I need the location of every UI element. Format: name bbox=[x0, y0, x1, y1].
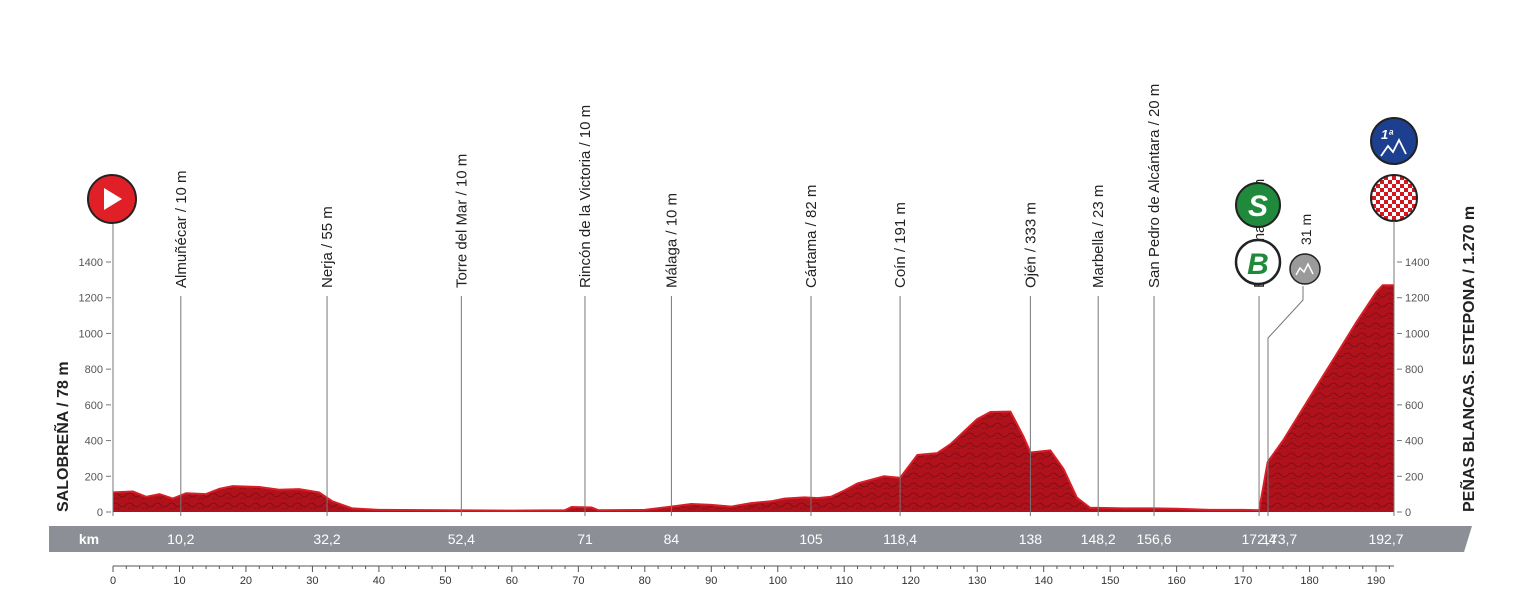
finish-label: PEÑAS BLANCAS. ESTEPONA / 1.270 m bbox=[1458, 206, 1478, 512]
finish-flag-icon bbox=[1370, 174, 1418, 516]
x-axis-tick-label: 20 bbox=[240, 575, 252, 587]
waypoint-label: Málaga / 10 m bbox=[663, 193, 680, 288]
x-axis-tick-label: 30 bbox=[306, 575, 318, 587]
km-bar-value: 156,6 bbox=[1136, 531, 1171, 547]
bonus-climb-icon bbox=[1289, 253, 1321, 285]
x-axis-tick-label: 110 bbox=[835, 575, 853, 587]
y-right-tick-label: 600 bbox=[1405, 400, 1423, 412]
waypoint-label: Torre del Mar / 10 m bbox=[453, 154, 470, 288]
profile-texture bbox=[113, 285, 1394, 512]
waypoint-label: Coín / 191 m bbox=[892, 202, 909, 288]
y-right-tick-label: 1000 bbox=[1405, 328, 1429, 340]
x-axis-tick-label: 60 bbox=[506, 575, 518, 587]
y-left-tick-label: 1400 bbox=[79, 257, 103, 269]
x-axis-tick-label: 150 bbox=[1101, 575, 1119, 587]
y-left-tick-label: 1200 bbox=[79, 293, 103, 305]
waypoint-label: Cártama / 82 m bbox=[803, 185, 820, 288]
y-right-tick-label: 200 bbox=[1405, 471, 1423, 483]
km-bar-value: 138 bbox=[1019, 531, 1043, 547]
bonification-icon: B bbox=[1234, 238, 1282, 286]
x-axis-tick-label: 10 bbox=[173, 575, 185, 587]
waypoint-labels: Almuñécar / 10 m Nerja / 55 m Torre del Ma… bbox=[173, 84, 1268, 288]
y-left-tick-label: 800 bbox=[85, 364, 103, 376]
km-bar-value: 118,4 bbox=[883, 531, 917, 547]
x-axis-tick-label: 130 bbox=[968, 575, 986, 587]
waypoint-label: Rincón de la Victoria / 10 m bbox=[577, 105, 594, 288]
km-bar: km 10,2 32,2 52,4 71 84 105 118,4 138 148,2 156,6… bbox=[49, 526, 1472, 552]
km-bar-value: 105 bbox=[799, 531, 823, 547]
y-axis-left: 0 200 400 600 800 1000 1200 1400 bbox=[79, 257, 111, 519]
start-icon bbox=[87, 174, 137, 516]
x-axis-tick-label: 90 bbox=[705, 575, 717, 587]
waypoint-label: Ojén / 333 m bbox=[1022, 202, 1039, 288]
bonification-icon-letter: B bbox=[1247, 248, 1269, 281]
x-axis-tick-label: 190 bbox=[1367, 575, 1385, 587]
mountain-category-icon: 1ª bbox=[1370, 117, 1418, 165]
waypoint-label: San Pedro de Alcántara / 20 m bbox=[1146, 84, 1163, 288]
x-axis-tick-label: 40 bbox=[373, 575, 385, 587]
waypoint-label: Almuñécar / 10 m bbox=[173, 170, 190, 288]
x-axis-bottom: 0 10 20 30 40 50 60 70 80 90 100 110 120 130 140 150 160… bbox=[110, 565, 1394, 587]
sprint-icon: S bbox=[1235, 182, 1281, 228]
km-bar-label: km bbox=[79, 531, 99, 547]
x-axis-tick-label: 140 bbox=[1034, 575, 1052, 587]
y-right-tick-label: 800 bbox=[1405, 364, 1423, 376]
km-bar-value: 52,4 bbox=[448, 531, 475, 547]
y-right-tick-label: 1400 bbox=[1405, 257, 1429, 269]
y-right-tick-label: 400 bbox=[1405, 436, 1423, 448]
waypoint-label: Nerja / 55 m bbox=[319, 206, 336, 288]
km-bar-value: 172,4 bbox=[1242, 531, 1277, 547]
y-axis-right: 0 200 400 600 800 1000 1200 1400 bbox=[1397, 257, 1429, 519]
x-axis-tick-label: 50 bbox=[439, 575, 451, 587]
bonus-climb-connector bbox=[1267, 286, 1304, 516]
km-bar-value: 71 bbox=[577, 531, 593, 547]
profile-group bbox=[112, 284, 1394, 512]
x-axis-tick-label: 100 bbox=[769, 575, 787, 587]
mountain-category-label: 1ª bbox=[1381, 127, 1394, 142]
x-axis-tick-label: 180 bbox=[1300, 575, 1318, 587]
y-left-tick-label: 400 bbox=[85, 436, 103, 448]
y-left-tick-label: 0 bbox=[97, 507, 103, 519]
y-right-tick-label: 1200 bbox=[1405, 293, 1429, 305]
waypoint-lines bbox=[180, 296, 1260, 516]
km-bar-value: 192,7 bbox=[1368, 531, 1403, 547]
bonus-climb-label: 31 m bbox=[1298, 214, 1314, 245]
x-axis-tick-label: 170 bbox=[1234, 575, 1252, 587]
y-left-tick-label: 1000 bbox=[79, 328, 103, 340]
x-axis-tick-label: 120 bbox=[902, 575, 920, 587]
km-bar-value: 10,2 bbox=[167, 531, 194, 547]
profile-top-line bbox=[112, 284, 1394, 512]
x-axis-tick-label: 80 bbox=[639, 575, 651, 587]
x-axis-tick-label: 70 bbox=[572, 575, 584, 587]
start-label: SALOBREÑA / 78 m bbox=[52, 361, 72, 512]
km-bar-value: 32,2 bbox=[313, 531, 340, 547]
profile-area bbox=[113, 285, 1394, 512]
y-left-tick-label: 600 bbox=[85, 400, 103, 412]
km-bar-shape bbox=[49, 526, 1472, 552]
km-bar-values: 10,2 32,2 52,4 71 84 105 118,4 138 148,2 156,6 172… bbox=[167, 531, 1404, 547]
km-bar-value: 84 bbox=[664, 531, 680, 547]
y-left-tick-label: 200 bbox=[85, 471, 103, 483]
km-bar-value: 148,2 bbox=[1081, 531, 1116, 547]
km-bar-value: 173,7 bbox=[1262, 531, 1297, 547]
x-axis-tick-label: 0 bbox=[110, 575, 116, 587]
sprint-icon-letter: S bbox=[1248, 190, 1268, 223]
y-right-tick-label: 0 bbox=[1405, 507, 1411, 519]
waypoint-label: Marbella / 23 m bbox=[1090, 185, 1107, 288]
x-axis-tick-label: 160 bbox=[1167, 575, 1185, 587]
